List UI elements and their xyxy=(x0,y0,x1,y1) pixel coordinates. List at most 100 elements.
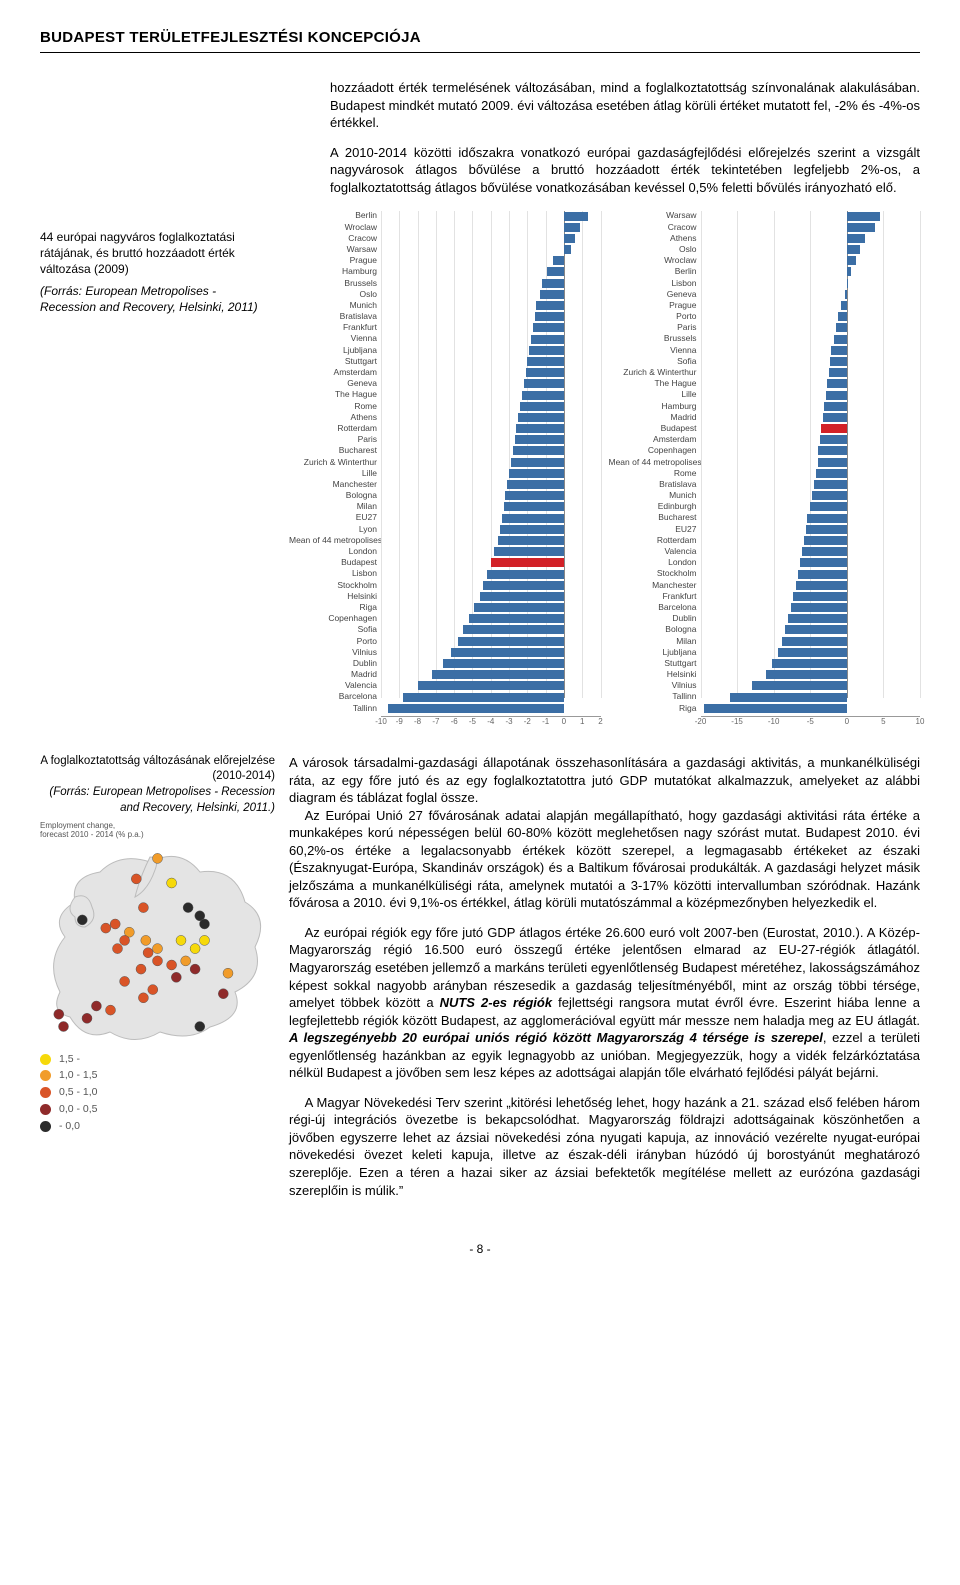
bar-row: Bucharest xyxy=(609,513,921,524)
bar-row: Geneva xyxy=(289,378,601,389)
legend-row: 0,0 - 0,5 xyxy=(40,1101,275,1118)
bar-row: Helsinki xyxy=(289,591,601,602)
bar-row: Wroclaw xyxy=(289,222,601,233)
bar-row: Zurich & Winterthur xyxy=(289,457,601,468)
bar-row: Sofia xyxy=(609,356,921,367)
bar-row: Manchester xyxy=(289,479,601,490)
bar-row: Stuttgart xyxy=(609,658,921,669)
bar-row: Stockholm xyxy=(289,580,601,591)
bar-row: Hamburg xyxy=(289,266,601,277)
map-caption: A foglalkoztatottság változásának előrej… xyxy=(40,754,275,816)
bar-row: Valencia xyxy=(289,680,601,691)
bar-row: Stuttgart xyxy=(289,356,601,367)
document-header: BUDAPEST TERÜLETFEJLESZTÉSI KONCEPCIÓJA xyxy=(40,28,920,53)
bar-row: Vienna xyxy=(289,334,601,345)
bar-row: Hamburg xyxy=(609,401,921,412)
bar-row: Munich xyxy=(289,300,601,311)
bar-row: Berlin xyxy=(609,266,921,277)
bar-row: EU27 xyxy=(609,524,921,535)
bar-row: London xyxy=(289,546,601,557)
bar-row: The Hague xyxy=(609,378,921,389)
bar-row: Prague xyxy=(289,255,601,266)
bar-row: Budapest xyxy=(289,557,601,568)
bar-row: EU27 xyxy=(289,513,601,524)
bar-row: Rotterdam xyxy=(289,423,601,434)
bar-row: Riga xyxy=(289,602,601,613)
body-text: A városok társadalmi-gazdasági állapotán… xyxy=(289,754,920,1211)
bar-row: Zurich & Winterthur xyxy=(609,367,921,378)
bar-row: Tallinn xyxy=(609,692,921,703)
bar-row: Prague xyxy=(609,300,921,311)
bar-row: The Hague xyxy=(289,390,601,401)
body-p3: A Magyar Növekedési Terv szerint „kitöré… xyxy=(289,1094,920,1199)
bar-row: Madrid xyxy=(289,669,601,680)
bar-row: Dublin xyxy=(609,613,921,624)
bar-row: Mean of 44 metropolises xyxy=(609,457,921,468)
legend-row: 1,5 - xyxy=(40,1051,275,1068)
page-number: - 8 - xyxy=(40,1241,920,1257)
bar-row: Frankfurt xyxy=(609,591,921,602)
bar-row: Vilnius xyxy=(609,680,921,691)
bar-row: Riga xyxy=(609,703,921,714)
bar-row: Brussels xyxy=(609,334,921,345)
bar-row: Bratislava xyxy=(289,311,601,322)
bar-row: Copenhagen xyxy=(289,613,601,624)
body-p1: A városok társadalmi-gazdasági állapotán… xyxy=(289,754,920,912)
bar-row: Lisbon xyxy=(609,278,921,289)
bar-row: Rome xyxy=(609,468,921,479)
bar-chart-left: BerlinWroclawCracowWarsawPragueHamburgBr… xyxy=(289,211,601,732)
bar-row: Bratislava xyxy=(609,479,921,490)
bar-row: Dublin xyxy=(289,658,601,669)
page: BUDAPEST TERÜLETFEJLESZTÉSI KONCEPCIÓJA … xyxy=(0,0,960,1287)
bar-row: Paris xyxy=(609,322,921,333)
bar-row: Vilnius xyxy=(289,647,601,658)
charts-container: BerlinWroclawCracowWarsawPragueHamburgBr… xyxy=(289,211,920,732)
chart-caption-source: (Forrás: European Metropolises - Recessi… xyxy=(40,283,275,315)
map-legend: 1,5 -1,0 - 1,50,5 - 1,00,0 - 0,5- 0,0 xyxy=(40,1051,275,1135)
bar-chart-right: WarsawCracowAthensOsloWroclawBerlinLisbo… xyxy=(609,211,921,732)
bar-row: Warsaw xyxy=(609,211,921,222)
bar-row: Madrid xyxy=(609,412,921,423)
bar-row: Bologna xyxy=(289,490,601,501)
bar-row: Valencia xyxy=(609,546,921,557)
bar-row: Lyon xyxy=(289,524,601,535)
bar-row: Paris xyxy=(289,434,601,445)
bar-row: Lille xyxy=(609,390,921,401)
intro-p2: A 2010-2014 közötti időszakra vonatkozó … xyxy=(330,144,920,197)
bar-row: Porto xyxy=(609,311,921,322)
map-caption-title: A foglalkoztatottság változásának előrej… xyxy=(40,754,275,785)
bar-row: Frankfurt xyxy=(289,322,601,333)
map-subtitle: Employment change, forecast 2010 - 2014 … xyxy=(40,822,275,840)
legend-row: 1,0 - 1,5 xyxy=(40,1067,275,1084)
bar-row: Munich xyxy=(609,490,921,501)
bar-row: Barcelona xyxy=(289,692,601,703)
bar-row: Amsterdam xyxy=(289,367,601,378)
legend-row: - 0,0 xyxy=(40,1118,275,1135)
bar-row: Amsterdam xyxy=(609,434,921,445)
bar-row: Ljubljana xyxy=(289,345,601,356)
bar-row: Rotterdam xyxy=(609,535,921,546)
map-column: A foglalkoztatottság változásának előrej… xyxy=(40,754,275,1211)
bar-row: Sofia xyxy=(289,624,601,635)
bar-row: Berlin xyxy=(289,211,601,222)
bar-row: Budapest xyxy=(609,423,921,434)
bar-row: Porto xyxy=(289,636,601,647)
body-p2: Az európai régiók egy főre jutó GDP átla… xyxy=(289,924,920,1082)
bar-row: Stockholm xyxy=(609,569,921,580)
bar-row: Athens xyxy=(289,412,601,423)
bar-row: Bucharest xyxy=(289,445,601,456)
bar-row: Brussels xyxy=(289,278,601,289)
chart-caption-title: 44 európai nagyváros foglalkoztatási rát… xyxy=(40,229,275,278)
bar-row: Manchester xyxy=(609,580,921,591)
bar-row: Geneva xyxy=(609,289,921,300)
bar-row: Lisbon xyxy=(289,569,601,580)
bar-row: Helsinki xyxy=(609,669,921,680)
bar-row: Copenhagen xyxy=(609,445,921,456)
bar-row: Rome xyxy=(289,401,601,412)
map-caption-source: (Forrás: European Metropolises - Recessi… xyxy=(40,785,275,816)
bar-row: Edinburgh xyxy=(609,501,921,512)
bar-row: Warsaw xyxy=(289,244,601,255)
bar-row: Vienna xyxy=(609,345,921,356)
bar-row: Tallinn xyxy=(289,703,601,714)
bar-row: Oslo xyxy=(609,244,921,255)
